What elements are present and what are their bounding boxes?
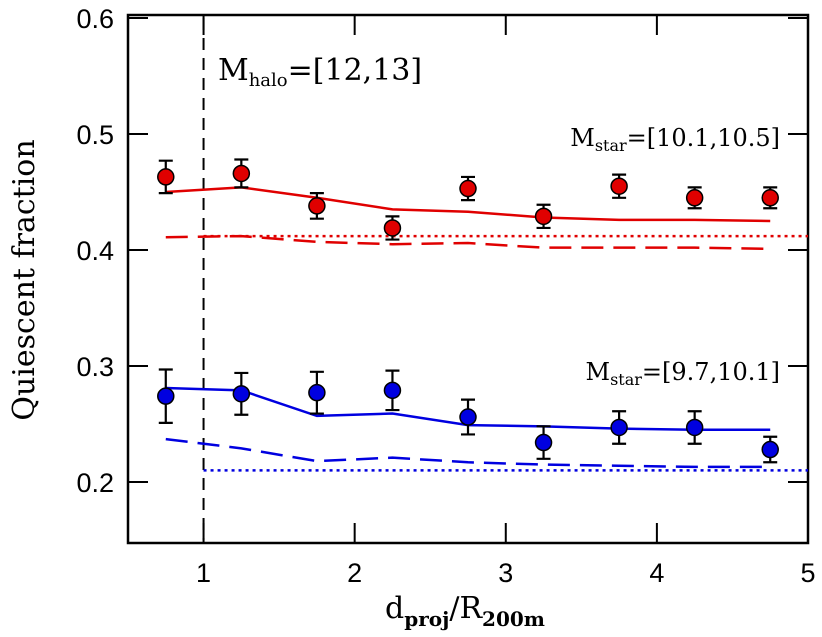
- x-axis-label: dproj/R200m: [385, 591, 545, 631]
- data-point: [610, 418, 628, 437]
- data-point: [459, 408, 477, 426]
- y-axis-label: Quiescent fraction: [7, 139, 42, 420]
- x-tick-label: 3: [498, 558, 513, 588]
- plot-frame: [126, 13, 810, 545]
- data-point: [685, 418, 704, 437]
- data-point: [157, 387, 175, 405]
- data-point: [383, 219, 402, 237]
- data-point: [761, 189, 779, 207]
- data-point: [157, 168, 175, 186]
- data-point: [232, 164, 251, 183]
- x-tick-label: 2: [347, 558, 362, 588]
- annotation: Mhalo=[12,13]: [218, 53, 422, 91]
- annotation: Mstar=[10.1,10.5]: [570, 124, 780, 155]
- data-point: [534, 433, 553, 452]
- data-point: [308, 383, 326, 402]
- model-line: [165, 186, 771, 223]
- x-tick-label: 5: [800, 558, 815, 588]
- y-tick-label: 0.3: [76, 352, 114, 382]
- data-point: [610, 177, 628, 195]
- model-line: [165, 234, 771, 251]
- x-tick-label: 1: [196, 558, 211, 588]
- model-line: [165, 437, 771, 469]
- data-point: [459, 179, 477, 198]
- data-point: [685, 189, 704, 207]
- data-point: [383, 381, 402, 400]
- y-tick-label: 0.6: [76, 4, 114, 34]
- y-tick-label: 0.5: [76, 120, 114, 150]
- annotation: Mstar=[9.7,10.1]: [586, 358, 780, 389]
- y-tick-label: 0.2: [76, 468, 114, 498]
- x-tick-label: 4: [649, 558, 664, 588]
- data-point: [308, 197, 326, 215]
- data-point: [232, 385, 251, 403]
- data-point: [761, 440, 779, 459]
- data-point: [534, 207, 553, 226]
- y-tick-label: 0.4: [76, 236, 114, 266]
